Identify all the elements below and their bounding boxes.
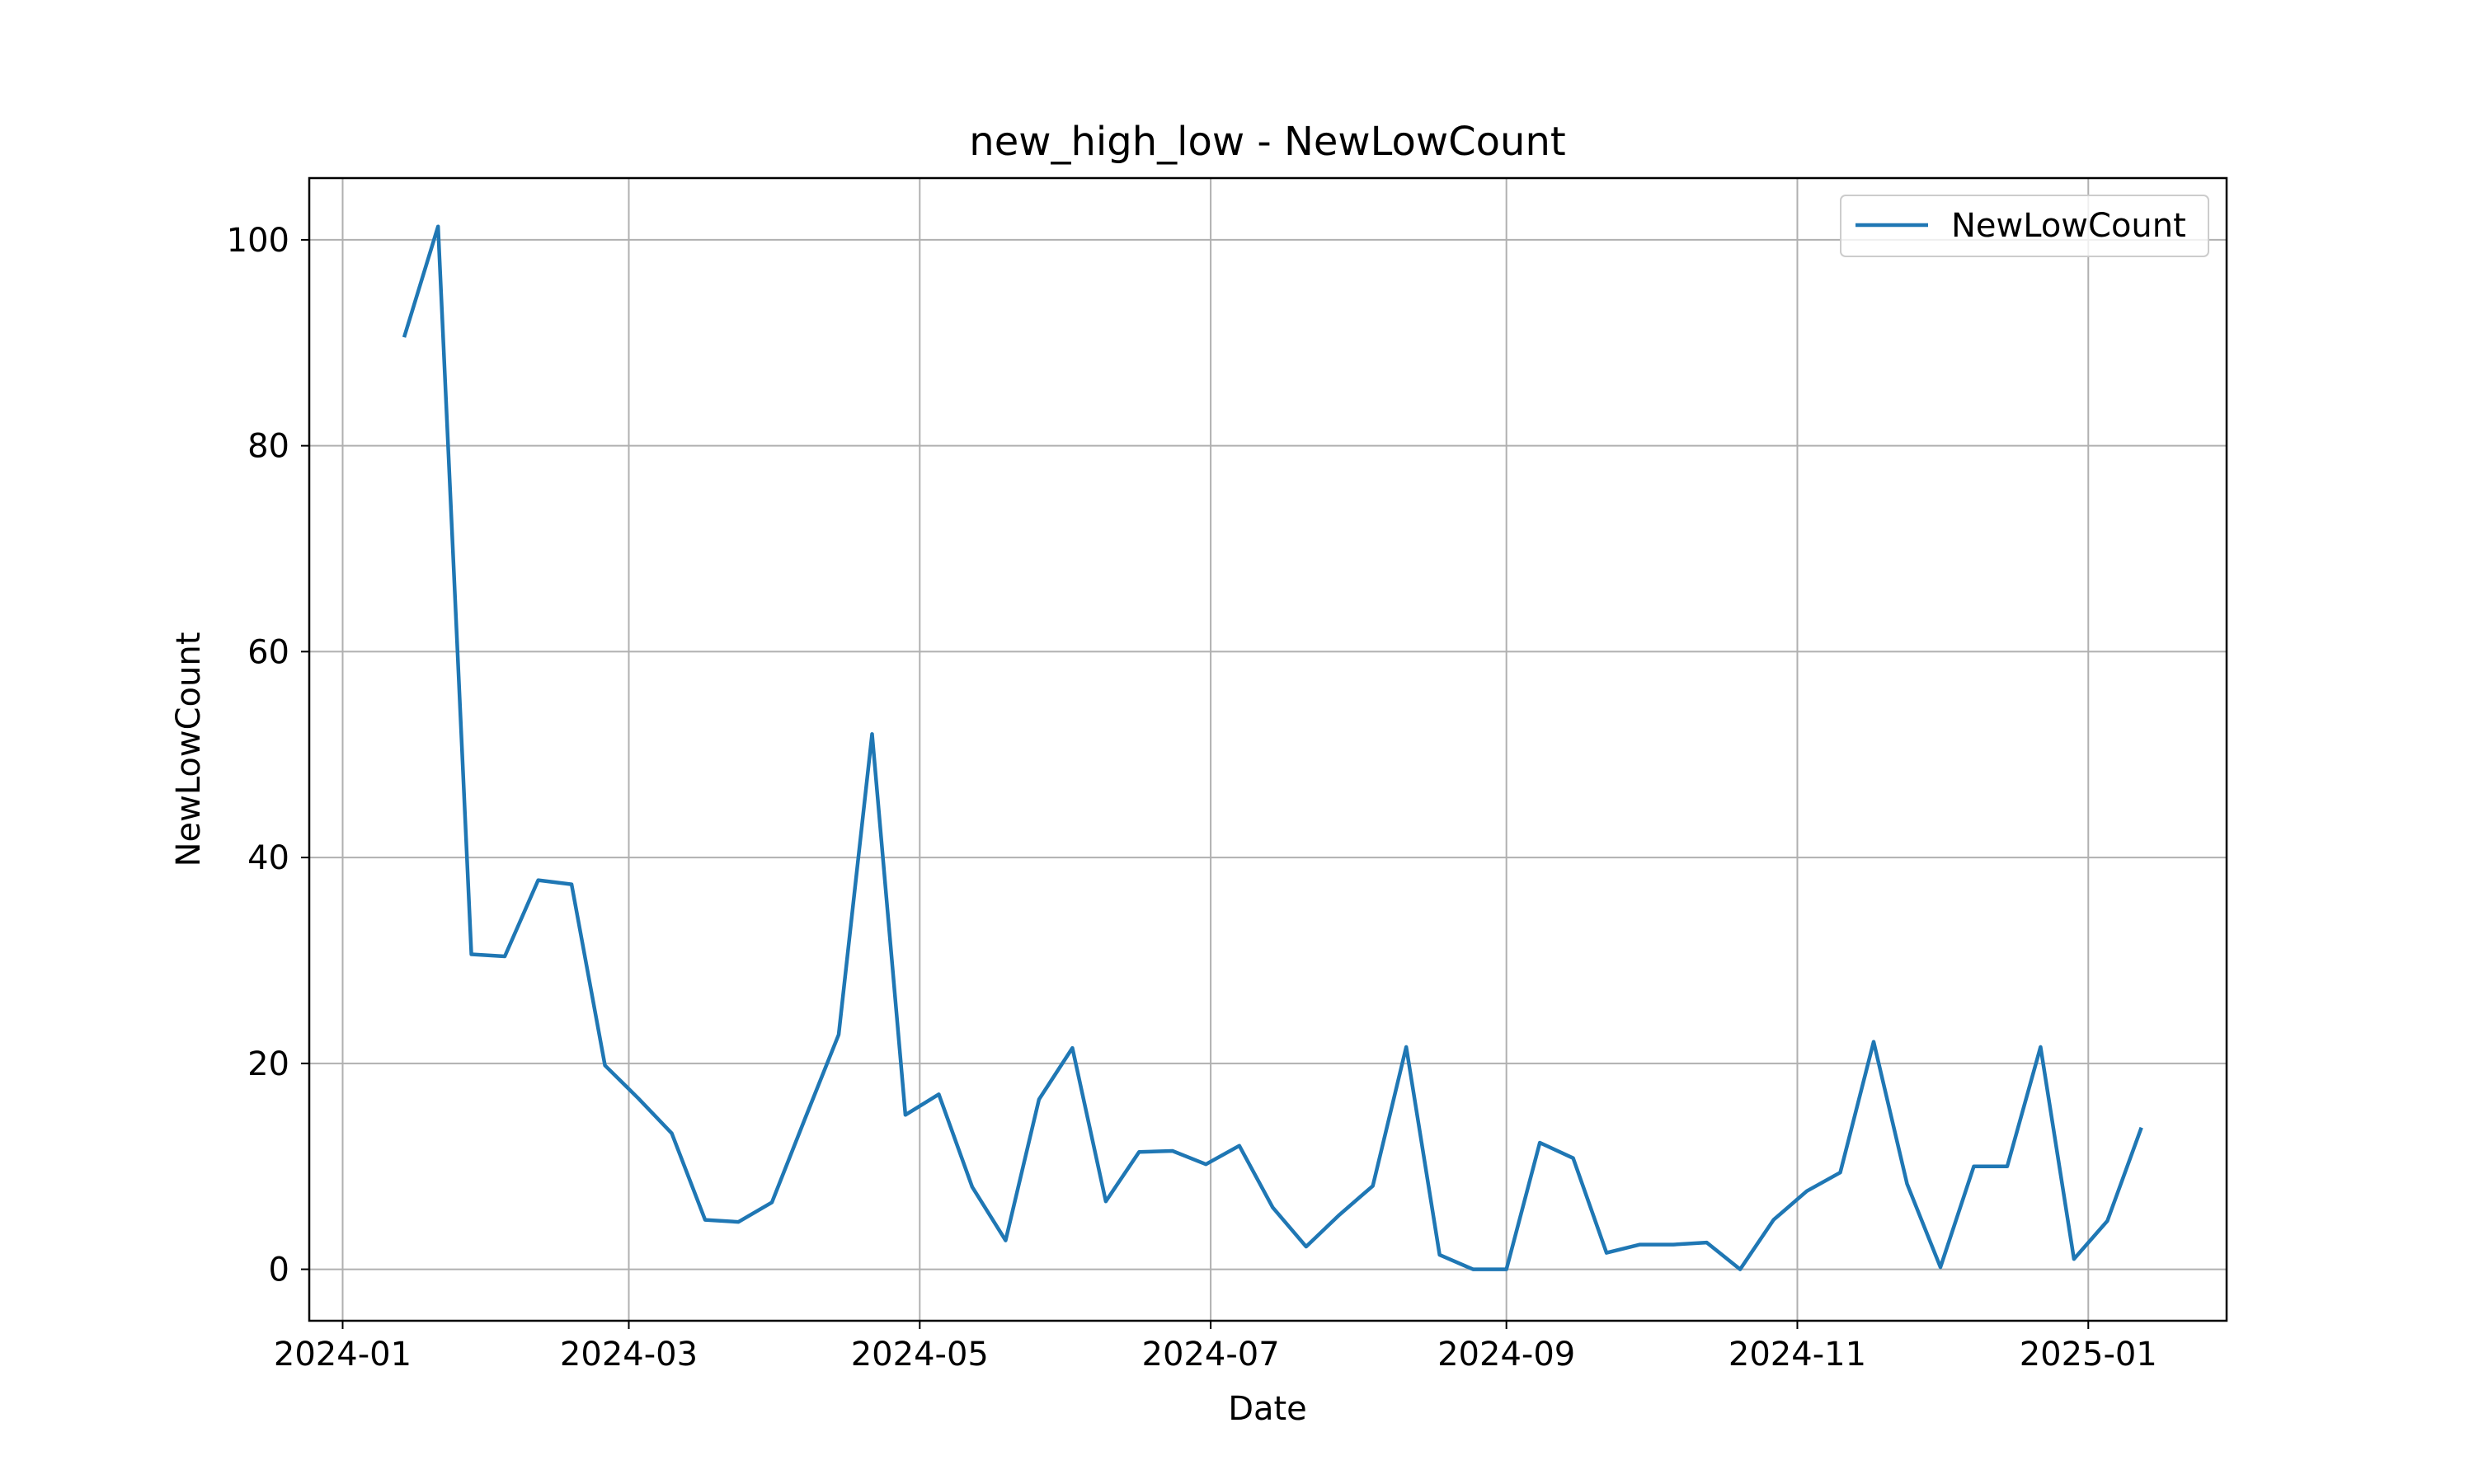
x-tick-label: 2024-07 [1142,1336,1280,1374]
x-tick-label: 2024-03 [560,1336,698,1374]
plot-area-background [309,178,2227,1321]
x-tick-label: 2024-05 [851,1336,989,1374]
y-tick-label: 100 [227,222,289,260]
x-tick-label: 2024-11 [1729,1336,1866,1374]
legend-label: NewLowCount [1951,207,2186,245]
legend: NewLowCount [1840,195,2209,257]
x-axis-title: Date [1228,1390,1307,1428]
series-layer [402,224,2143,1271]
x-tick-label: 2025-01 [2020,1336,2157,1374]
axis-ticks: 2024-01 2024-03 2024-05 2024-07 2024-09 2024-… [227,222,2157,1374]
x-tick-label: 2024-01 [274,1336,412,1374]
chart-title: new_high_low - NewLowCount [969,119,1565,165]
plot-frame [308,176,2228,1322]
y-tick-label: 80 [247,428,289,466]
legend-frame [1840,195,2209,257]
y-tick-label: 60 [247,633,289,671]
y-tick-label: 20 [247,1045,289,1083]
x-tick-label: 2024-09 [1437,1336,1575,1374]
y-axis-title: NewLowCount [170,632,208,867]
y-tick-label: 40 [247,839,289,877]
series-line-newlowcount [402,224,2143,1271]
grid-lines [309,178,2227,1321]
y-tick-label: 0 [269,1252,289,1289]
